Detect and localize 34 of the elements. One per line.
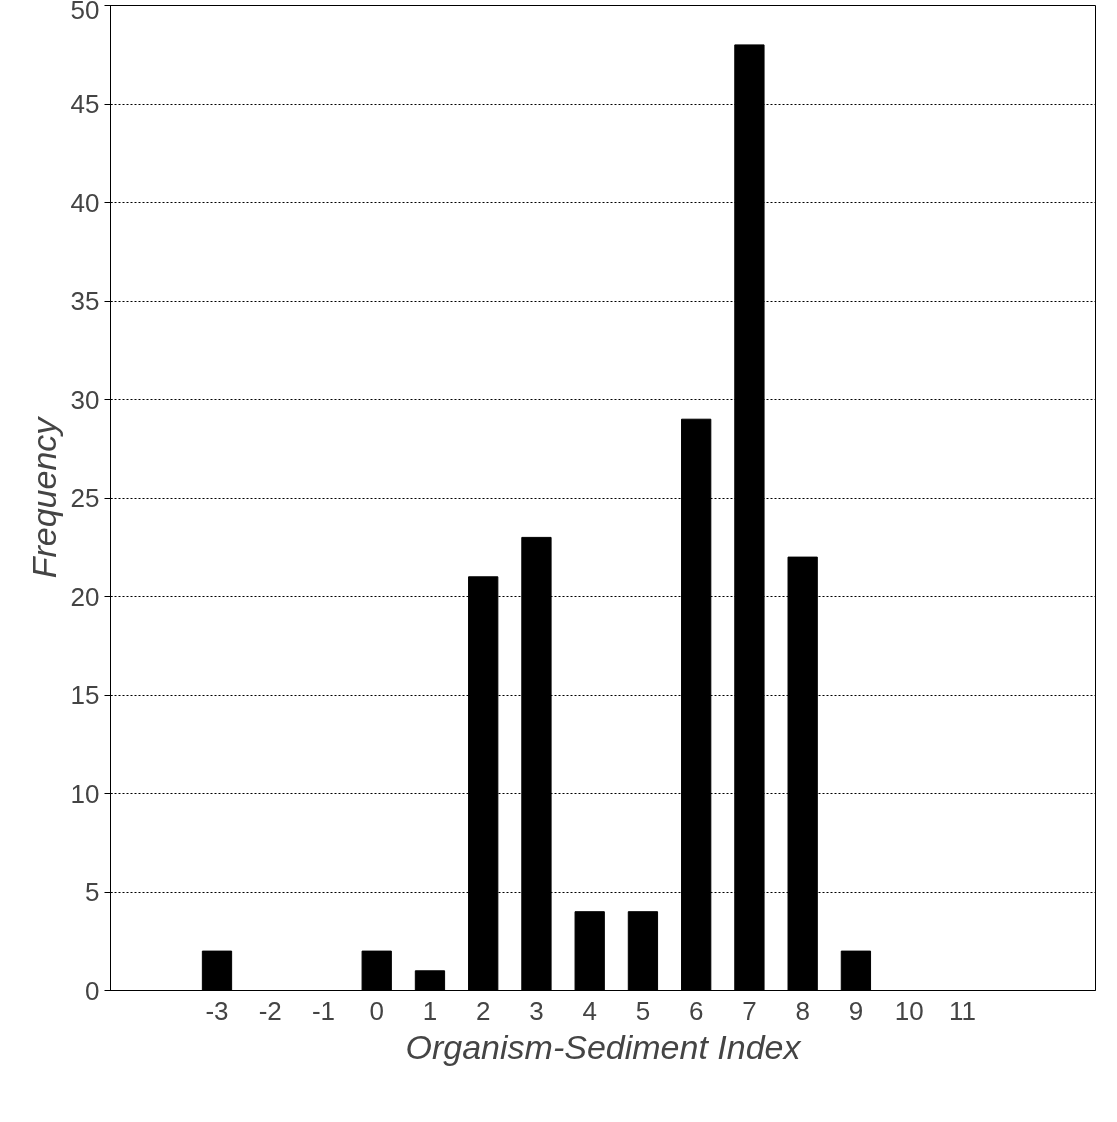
- y-tick-label: 45: [70, 89, 100, 119]
- x-tick-label: -2: [258, 995, 282, 1026]
- y-tick-label: 50: [70, 0, 100, 25]
- x-tick-label: 1: [422, 995, 438, 1026]
- y-tick-label: 20: [70, 581, 100, 612]
- bar: [574, 911, 605, 991]
- y-tick-label: 25: [70, 483, 100, 513]
- y-tick-label: 30: [70, 384, 100, 415]
- x-tick-label: 10: [894, 995, 924, 1026]
- y-axis-title: Frequency: [24, 415, 63, 579]
- x-tick-label: 9: [848, 995, 864, 1026]
- bar: [201, 950, 233, 991]
- x-tick-label: 11: [948, 995, 976, 1026]
- y-tick-label: 40: [70, 187, 100, 218]
- y-tick-label: 5: [85, 877, 100, 907]
- y-tick-label: 35: [70, 286, 100, 316]
- bar: [414, 970, 446, 991]
- y-tick-label: 0: [85, 975, 100, 1006]
- bar: [840, 950, 872, 991]
- x-tick-label: 2: [475, 995, 491, 1026]
- x-tick-label: 5: [635, 995, 651, 1026]
- y-tick-label: 15: [70, 680, 100, 710]
- x-tick-label: -3: [205, 995, 229, 1026]
- x-axis-title: Organism-Sediment Index: [405, 1027, 802, 1066]
- bar: [627, 911, 659, 991]
- x-tick-label: 8: [795, 995, 810, 1026]
- x-tick-label: 6: [688, 995, 704, 1026]
- x-tick-label: -1: [311, 995, 336, 1026]
- x-tick-label: 3: [529, 995, 544, 1026]
- y-tick-label: 10: [70, 778, 100, 809]
- bar: [361, 950, 392, 991]
- x-tick-label: 7: [742, 995, 757, 1026]
- x-tick-label: 4: [582, 995, 597, 1026]
- x-tick-label: 0: [369, 995, 384, 1026]
